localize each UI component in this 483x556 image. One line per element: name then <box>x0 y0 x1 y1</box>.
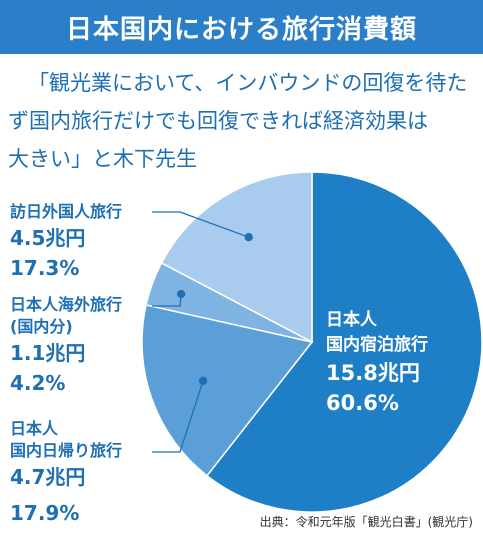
slice-name-line: 国内宿泊旅行 <box>326 335 428 355</box>
pie-slice <box>141 304 314 477</box>
pie-slice <box>205 171 483 513</box>
pie-slice <box>160 171 313 344</box>
slice-percent: 17.3% <box>10 256 80 280</box>
slice-label-overseas: 日本人海外旅行 (国内分) 1.1兆円 4.2% <box>10 294 122 398</box>
slice-name-line: 国内日帰り旅行 <box>10 441 123 460</box>
slice-percent: 60.6% <box>326 391 399 415</box>
quote-text: 「観光業において、インバウンドの回復を待た ず国内旅行だけでも回復できれば経済効… <box>8 64 478 178</box>
quote-line-2: ず国内旅行だけでも回復できれば経済効果は <box>8 109 428 133</box>
slice-name-line: 訪日外国人旅行 <box>10 202 123 221</box>
slice-percent: 4.2% <box>10 371 66 395</box>
slice-value: 15.8兆円 <box>326 361 420 385</box>
leader-line <box>152 211 249 238</box>
slice-name-line: 日本人海外旅行 <box>10 295 123 314</box>
leader-dot <box>176 289 186 299</box>
slice-value: 4.7兆円 <box>10 465 86 489</box>
slice-percent: 17.9% <box>10 501 80 525</box>
leader-dot <box>244 233 253 242</box>
leader-line <box>152 380 204 453</box>
quote-line-3: 大きい」と木下先生 <box>8 147 197 171</box>
slice-label-domestic-overnight: 日本人 国内宿泊旅行 15.8兆円 60.6% <box>326 308 428 418</box>
slice-label-inbound: 訪日外国人旅行 4.5兆円 17.3% <box>10 201 122 283</box>
slice-value: 4.5兆円 <box>10 226 86 250</box>
slice-value: 1.1兆円 <box>10 341 86 365</box>
source-note: 出典：令和元年版「観光白書」(観光庁) <box>259 515 473 529</box>
slice-name-line: 日本人 <box>326 310 377 330</box>
slice-label-domestic-daytrip: 日本人 国内日帰り旅行 4.7兆円 17.9% <box>10 418 122 528</box>
chart-title: 日本国内における旅行消費額 <box>0 0 483 54</box>
leader-dot <box>198 376 208 385</box>
quote-line-1: 「観光業において、インバウンドの回復を待た <box>28 71 468 95</box>
slice-name-line: (国内分) <box>10 317 73 336</box>
slice-name-line: 日本人 <box>10 419 59 438</box>
